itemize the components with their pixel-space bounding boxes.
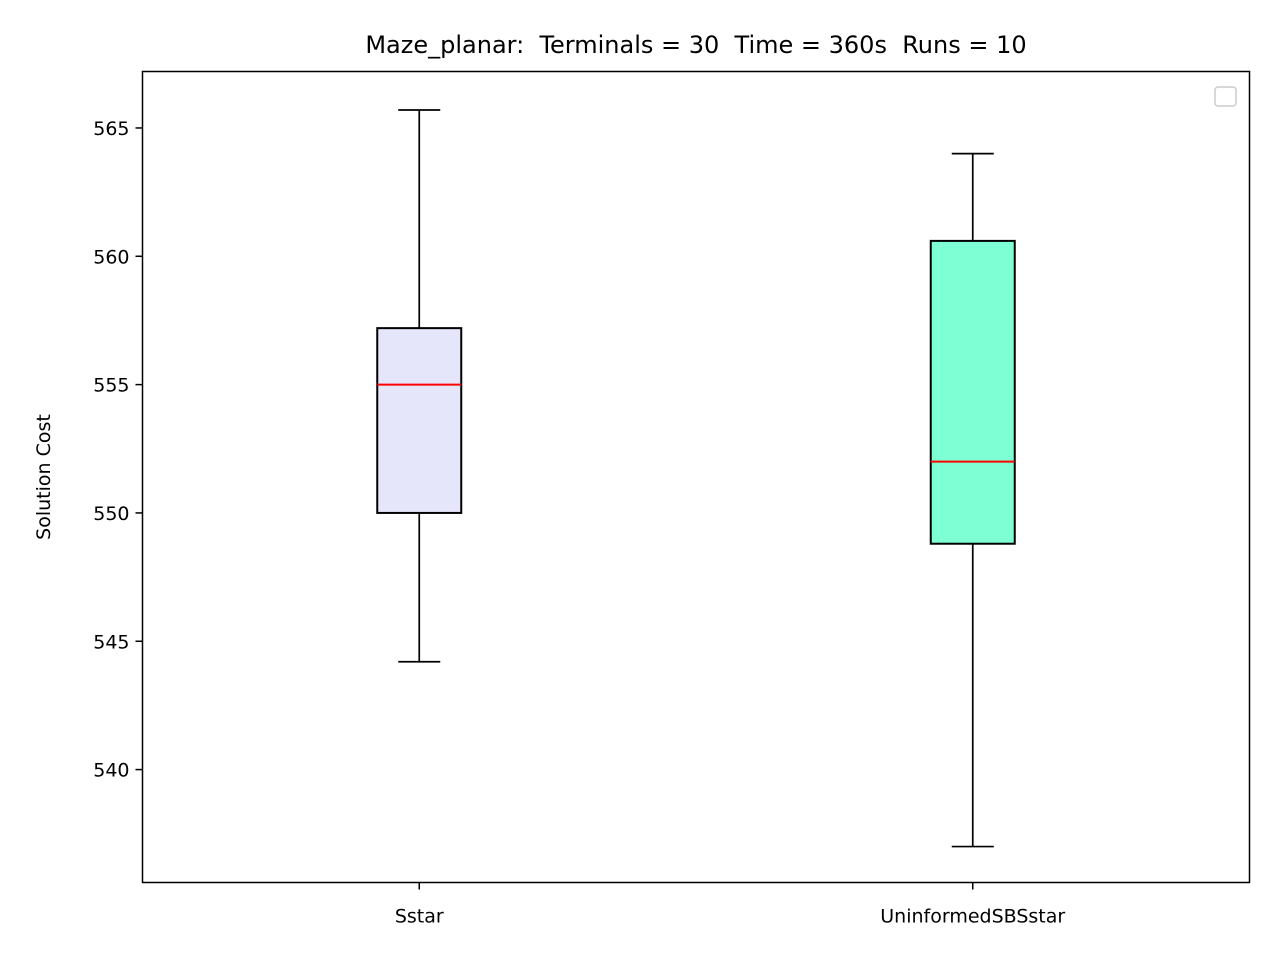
- y-tick-label: 565: [93, 118, 129, 140]
- y-tick-label: 545: [93, 631, 129, 653]
- box: [376, 327, 463, 514]
- x-tick-label: Sstar: [395, 906, 444, 928]
- chart-title: Maze_planar: Terminals = 30 Time = 360s …: [365, 31, 1026, 59]
- y-tick-label: 560: [93, 246, 129, 268]
- plot-frame: [141, 70, 1251, 884]
- y-tick-label: 540: [93, 760, 129, 782]
- legend-frame: [1214, 86, 1237, 107]
- legend: [1214, 86, 1237, 107]
- box: [929, 239, 1016, 545]
- y-tick-label: 555: [93, 375, 129, 397]
- y-axis-label: Solution Cost: [33, 414, 55, 540]
- plot-area: 540 545 550 555 560 565 Sstar UninformedSBSstar: [93, 109, 1065, 928]
- x-tick-label: UninformedSBSstar: [880, 906, 1065, 928]
- y-tick-label: 550: [93, 503, 129, 525]
